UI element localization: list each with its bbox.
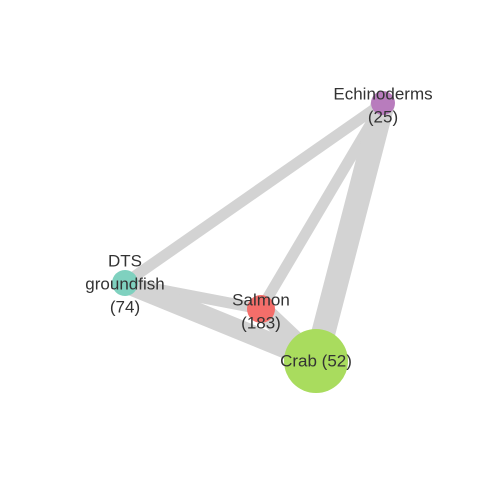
edge-crab-echinoderms: [304, 99, 395, 365]
node-crab: [284, 329, 348, 393]
node-label-line: (183): [241, 314, 281, 333]
node-label-line: Salmon: [232, 291, 290, 310]
node-label-line: (74): [110, 298, 140, 317]
node-dts: [112, 270, 138, 296]
node-label-line: (25): [368, 108, 398, 127]
node-label-line: DTS: [108, 252, 142, 271]
edge-dts-echinoderms: [121, 98, 387, 288]
node-label-line: groundfish: [85, 275, 164, 294]
node-label-dts: DTS groundfish (74): [85, 252, 164, 317]
node-label-crab: Crab (52): [280, 352, 352, 371]
node-salmon: [247, 295, 275, 323]
node-label-salmon: Salmon (183): [232, 291, 290, 333]
node-label-line: Crab (52): [280, 352, 352, 371]
nodes-layer: [112, 91, 395, 393]
edge-dts-crab: [121, 273, 320, 371]
node-label-echinoderms: Echinoderms (25): [333, 85, 432, 127]
labels-layer: Echinoderms (25) DTS groundfish (74) Salmon (1…: [85, 85, 432, 371]
node-label-line: Echinoderms: [333, 85, 432, 104]
node-echinoderms: [371, 91, 395, 115]
